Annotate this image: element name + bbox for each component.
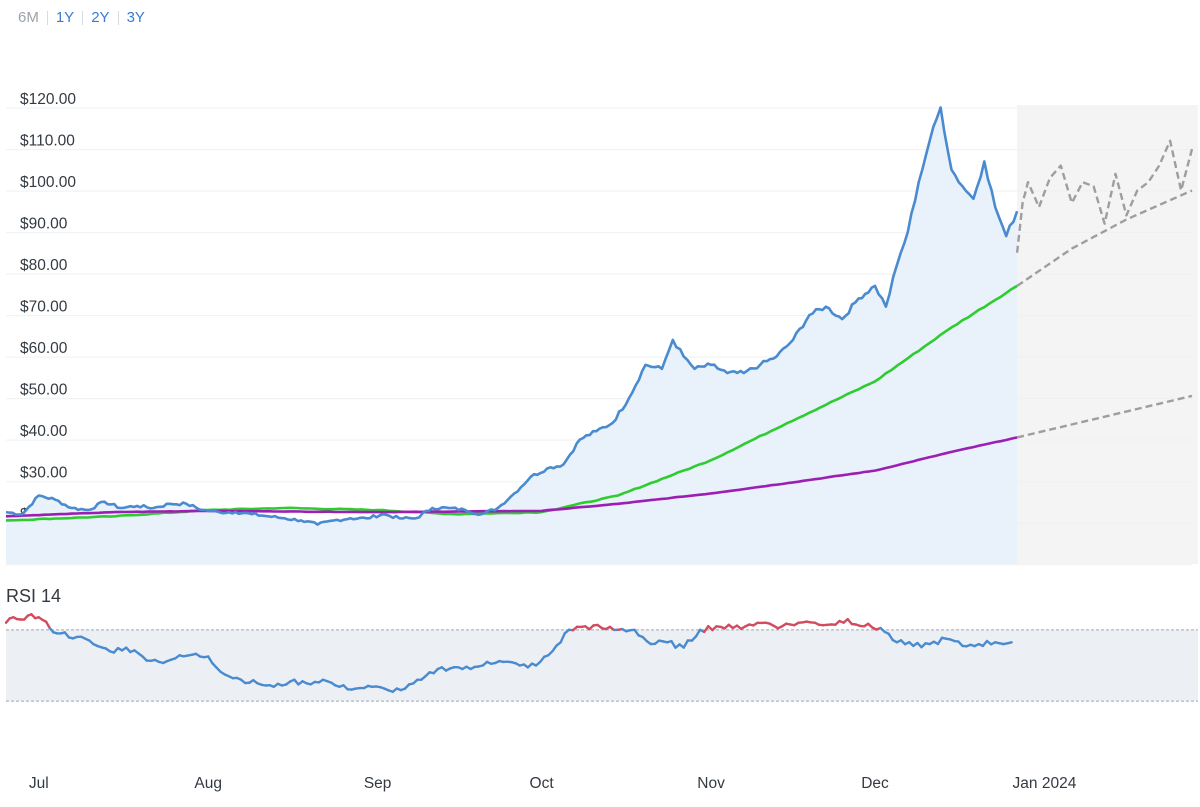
rsi-segment xyxy=(936,636,944,646)
rsi-segment xyxy=(559,632,566,644)
rsi-segment xyxy=(682,639,689,649)
range-separator xyxy=(46,11,48,25)
forecast-zone xyxy=(1017,105,1198,564)
y-tick-label: $50.00 xyxy=(20,382,68,399)
range-tab-6m[interactable]: 6M xyxy=(18,9,39,26)
rsi-segment xyxy=(206,655,214,665)
rsi-segment xyxy=(670,639,677,649)
x-axis: Jul Aug Sep Oct Nov Dec Jan 2024 xyxy=(29,775,1077,792)
range-selector: 6M 1Y 2Y 3Y xyxy=(14,8,153,28)
range-separator xyxy=(82,11,84,25)
range-separator xyxy=(117,11,119,25)
y-tick-label: $110.00 xyxy=(20,133,75,150)
forecast-sma-50-line xyxy=(1016,189,1193,287)
x-tick-label: Aug xyxy=(194,775,222,792)
range-tab-2y[interactable]: 2Y xyxy=(91,9,110,26)
x-tick-label: Jan 2024 xyxy=(1013,775,1077,792)
range-tab-3y[interactable]: 3Y xyxy=(126,9,145,26)
y-tick-label: $120.00 xyxy=(20,91,76,108)
x-tick-label: Oct xyxy=(530,775,555,792)
y-tick-label: $30.00 xyxy=(20,465,68,482)
rsi-segment xyxy=(1006,641,1013,645)
price-area xyxy=(6,107,1018,564)
rsi-band xyxy=(6,629,1198,702)
price-line xyxy=(5,106,1019,526)
rsi-segment xyxy=(887,632,894,642)
rsi-title: RSI 14 xyxy=(6,586,61,606)
rsi-panel: RSI 14 xyxy=(4,586,1198,702)
y-tick-label: $80.00 xyxy=(20,257,68,274)
y-tick-label: $90.00 xyxy=(20,216,68,233)
x-tick-label: Nov xyxy=(697,775,725,792)
x-tick-label: Sep xyxy=(364,775,392,792)
sma-200-line xyxy=(5,436,1018,518)
forecast-price-line xyxy=(1015,139,1194,253)
y-tick-label: $60.00 xyxy=(20,340,68,357)
y-tick-label: $100.00 xyxy=(20,174,76,191)
price-panel: $10.00$20.00$30.00$40.00$50.00$60.00$70.… xyxy=(5,91,1198,566)
y-tick-label: $40.00 xyxy=(20,423,68,440)
x-tick-label: Dec xyxy=(861,775,889,792)
rsi-segment xyxy=(694,628,702,638)
forecast-sma-200-line xyxy=(1016,394,1193,439)
y-tick-label: $70.00 xyxy=(20,299,68,316)
range-tab-1y[interactable]: 1Y xyxy=(55,9,75,26)
x-tick-label: Jul xyxy=(29,775,49,792)
rsi-segment xyxy=(44,620,51,630)
